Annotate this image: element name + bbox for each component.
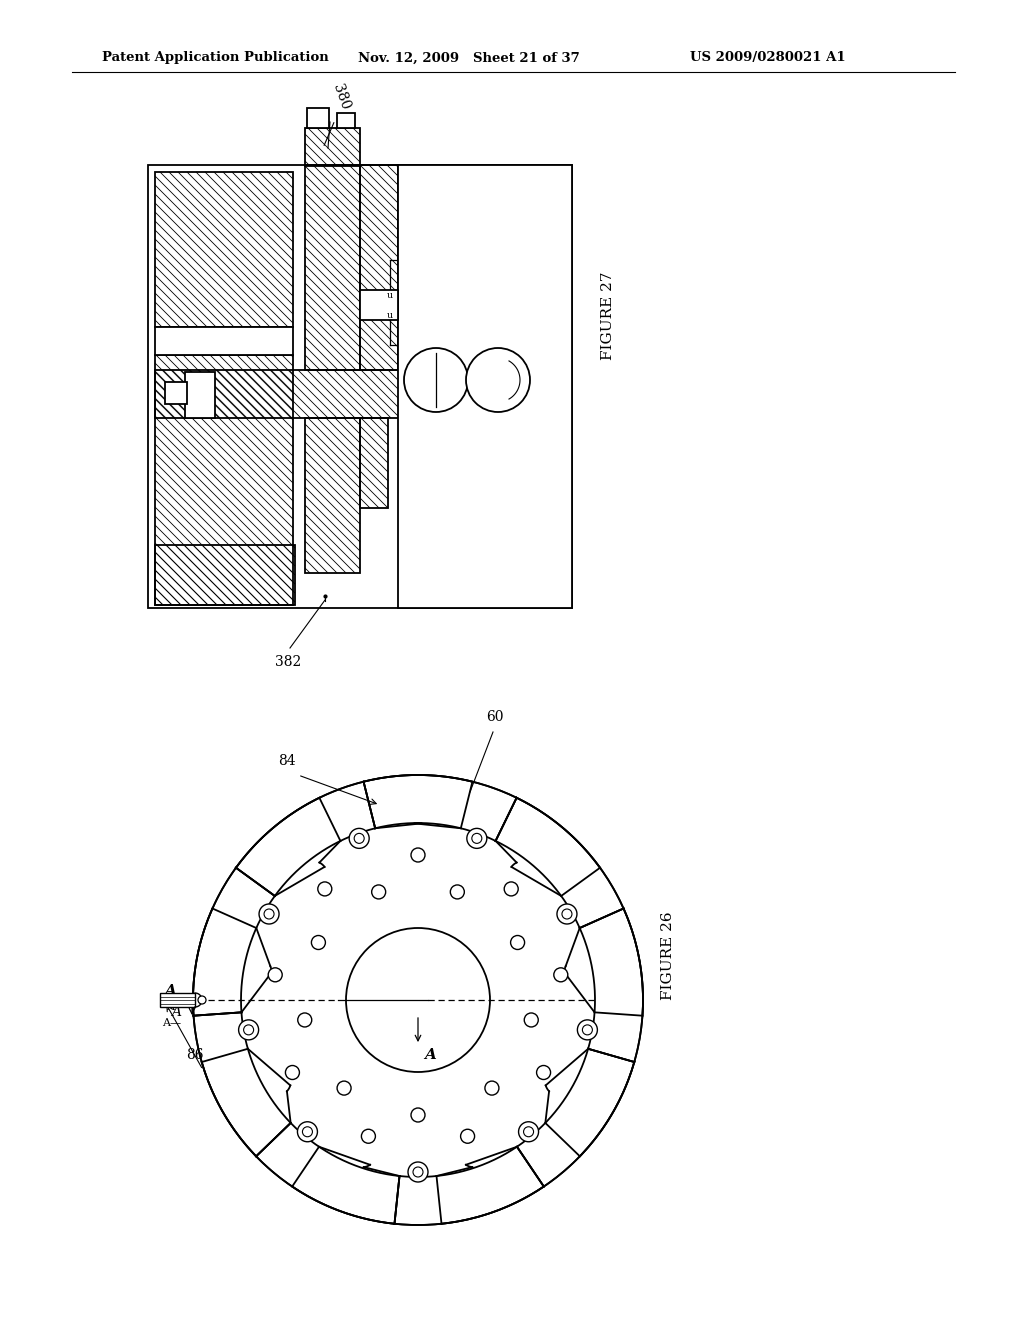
Circle shape bbox=[562, 909, 572, 919]
Circle shape bbox=[297, 1122, 317, 1142]
Bar bbox=[165, 381, 187, 404]
Circle shape bbox=[413, 1167, 423, 1177]
Circle shape bbox=[557, 904, 577, 924]
Bar bbox=[155, 327, 293, 355]
Circle shape bbox=[451, 884, 464, 899]
Circle shape bbox=[349, 829, 370, 849]
Circle shape bbox=[511, 936, 524, 949]
Circle shape bbox=[554, 968, 567, 982]
Bar bbox=[337, 114, 355, 128]
Circle shape bbox=[524, 1012, 539, 1027]
Circle shape bbox=[239, 1020, 259, 1040]
Circle shape bbox=[286, 1065, 299, 1080]
Circle shape bbox=[354, 833, 365, 843]
Text: A: A bbox=[171, 1005, 181, 1019]
Circle shape bbox=[311, 936, 326, 949]
Circle shape bbox=[317, 882, 332, 896]
Circle shape bbox=[583, 1024, 593, 1035]
Circle shape bbox=[361, 1129, 376, 1143]
Circle shape bbox=[268, 968, 283, 982]
Circle shape bbox=[504, 882, 518, 896]
Text: Patent Application Publication: Patent Application Publication bbox=[102, 51, 329, 65]
Circle shape bbox=[518, 1122, 539, 1142]
Bar bbox=[398, 165, 572, 609]
Circle shape bbox=[578, 1020, 597, 1040]
Circle shape bbox=[298, 1012, 311, 1027]
Text: A: A bbox=[164, 983, 176, 998]
Circle shape bbox=[372, 884, 386, 899]
Circle shape bbox=[537, 1065, 551, 1080]
Circle shape bbox=[337, 1081, 351, 1096]
Text: u: u bbox=[387, 290, 393, 300]
Circle shape bbox=[411, 847, 425, 862]
Text: US 2009/0280021 A1: US 2009/0280021 A1 bbox=[690, 51, 846, 65]
Circle shape bbox=[346, 928, 490, 1072]
Circle shape bbox=[259, 904, 280, 924]
Text: 380: 380 bbox=[330, 83, 352, 112]
Text: 86: 86 bbox=[186, 1048, 204, 1063]
Circle shape bbox=[472, 833, 482, 843]
Text: Nov. 12, 2009   Sheet 21 of 37: Nov. 12, 2009 Sheet 21 of 37 bbox=[358, 51, 580, 65]
Bar bbox=[307, 108, 329, 128]
Bar bbox=[160, 993, 195, 1007]
Bar bbox=[148, 165, 572, 609]
Text: 382: 382 bbox=[275, 655, 301, 669]
Circle shape bbox=[523, 1127, 534, 1137]
Text: FIGURE 26: FIGURE 26 bbox=[662, 911, 675, 1001]
Circle shape bbox=[411, 1107, 425, 1122]
Text: A: A bbox=[424, 1048, 436, 1063]
Circle shape bbox=[485, 1081, 499, 1096]
Bar bbox=[360, 290, 398, 319]
Text: FIGURE 27: FIGURE 27 bbox=[601, 272, 615, 360]
Circle shape bbox=[467, 829, 486, 849]
Text: 84: 84 bbox=[278, 754, 296, 768]
Text: 60: 60 bbox=[486, 710, 504, 723]
Circle shape bbox=[461, 1129, 474, 1143]
Circle shape bbox=[466, 348, 530, 412]
Bar bbox=[185, 372, 215, 418]
Circle shape bbox=[264, 909, 274, 919]
Text: u: u bbox=[387, 310, 393, 319]
Text: A: A bbox=[166, 1002, 174, 1012]
Circle shape bbox=[404, 348, 468, 412]
Circle shape bbox=[193, 775, 643, 1225]
Text: A—: A— bbox=[162, 1018, 181, 1028]
Circle shape bbox=[244, 1024, 254, 1035]
Circle shape bbox=[302, 1127, 312, 1137]
Circle shape bbox=[408, 1162, 428, 1181]
Circle shape bbox=[198, 997, 206, 1005]
